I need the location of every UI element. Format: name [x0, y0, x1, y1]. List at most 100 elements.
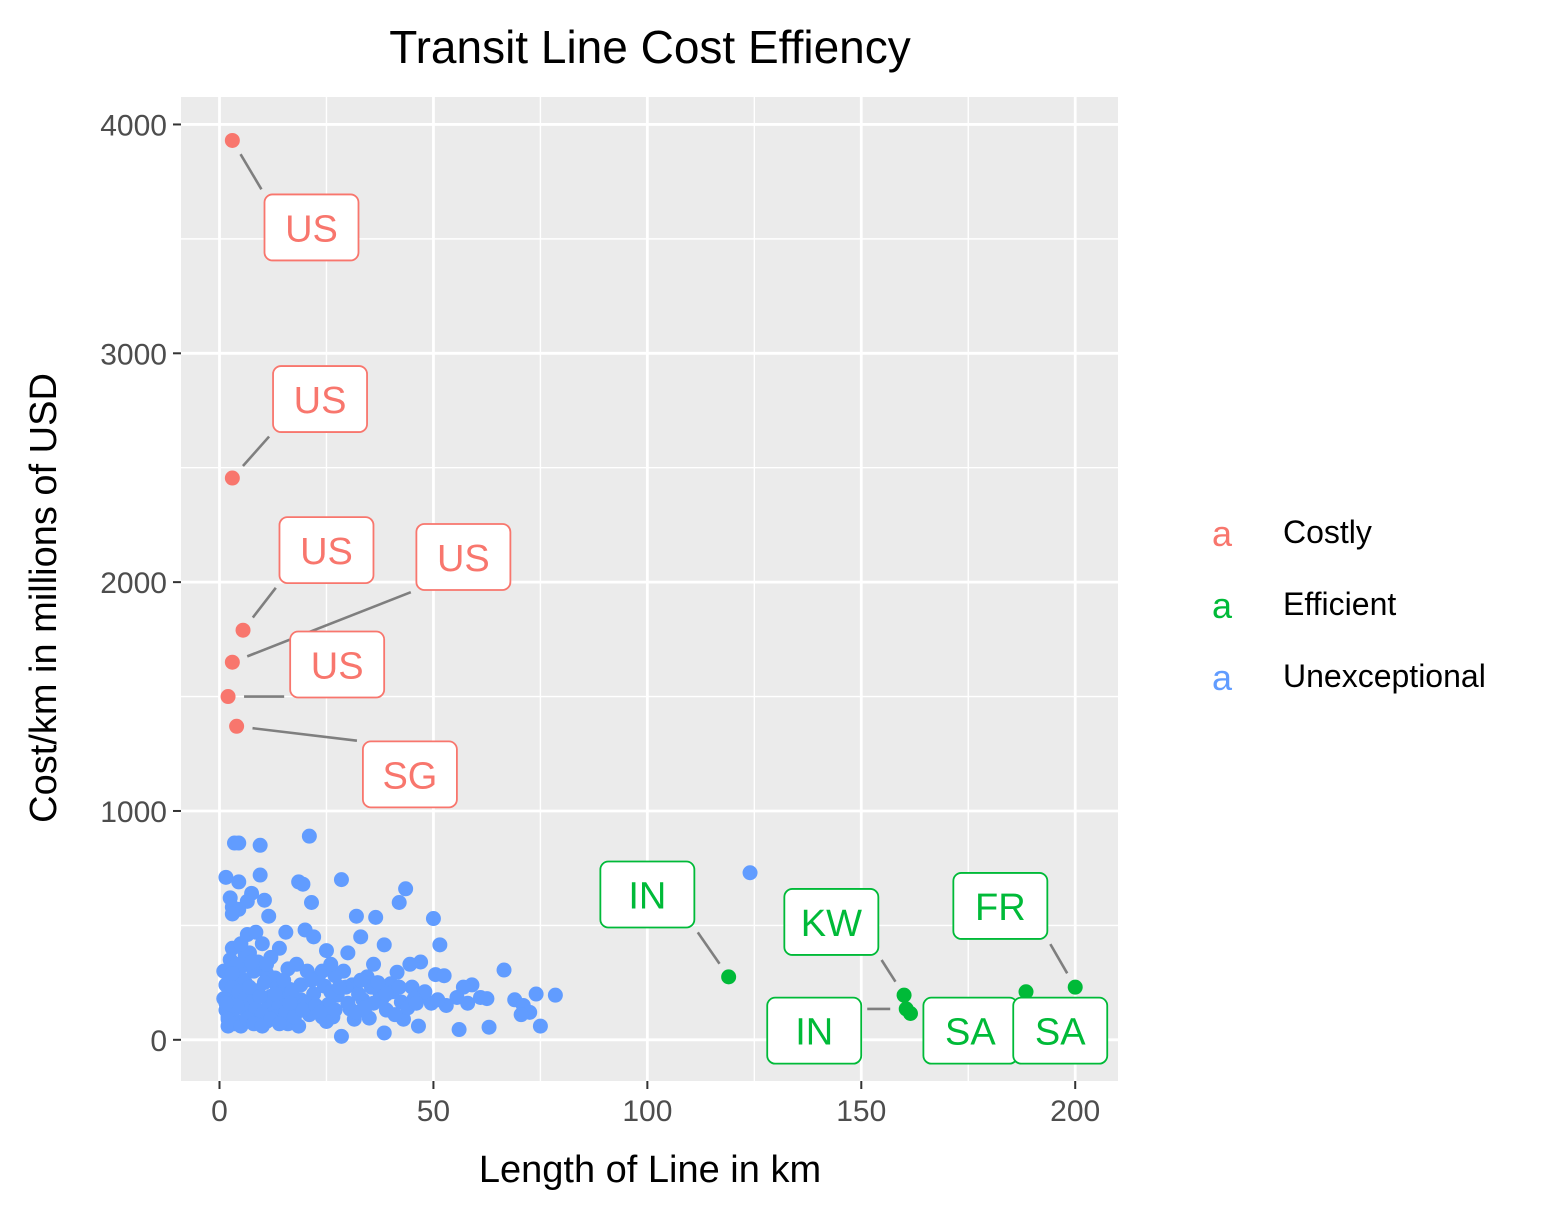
data-point-unexceptional [327, 968, 343, 984]
data-point-unexceptional [547, 987, 563, 1003]
data-point-unexceptional [340, 945, 356, 961]
data-point-unexceptional [389, 964, 405, 980]
data-point-unexceptional [218, 869, 234, 885]
y-tick-label: 2000 [100, 567, 167, 600]
data-point-efficient [1018, 984, 1034, 1000]
y-tick-label: 4000 [100, 109, 167, 142]
x-tick-label: 50 [417, 1095, 450, 1128]
data-point-unexceptional [370, 975, 386, 991]
data-point-unexceptional [303, 895, 319, 911]
data-point-unexceptional [256, 975, 272, 991]
data-point-costly [224, 132, 240, 148]
x-tick-label: 0 [211, 1095, 228, 1128]
data-point-unexceptional [248, 924, 264, 940]
chart-title: Transit Line Cost Effiency [389, 21, 911, 73]
data-point-unexceptional [318, 943, 334, 959]
data-point-unexceptional [261, 908, 277, 924]
point-label-text: US [294, 380, 347, 422]
data-point-unexceptional [351, 986, 367, 1002]
data-point-unexceptional [333, 1028, 349, 1044]
data-point-unexceptional [481, 1019, 497, 1035]
data-point-unexceptional [303, 972, 319, 988]
data-point-costly [235, 622, 251, 638]
data-point-unexceptional [340, 995, 356, 1011]
data-point-unexceptional [376, 937, 392, 953]
data-point-unexceptional [479, 991, 495, 1007]
label-leader-line [1049, 943, 1069, 974]
data-point-unexceptional [404, 979, 420, 995]
point-label-text: US [437, 538, 490, 580]
point-label-box [766, 996, 863, 1065]
data-point-unexceptional [410, 1018, 426, 1034]
data-point-unexceptional [271, 1016, 287, 1032]
data-point-unexceptional [306, 929, 322, 945]
legend-label-unexceptional: Unexceptional [1283, 658, 1486, 694]
data-point-unexceptional [295, 1002, 311, 1018]
data-point-unexceptional [256, 892, 272, 908]
data-point-unexceptional [402, 956, 418, 972]
point-label-box [362, 740, 458, 809]
data-point-unexceptional [252, 837, 268, 853]
label-leader-line [880, 959, 897, 983]
data-point-unexceptional [259, 956, 275, 972]
data-point-unexceptional [252, 867, 268, 883]
legend: a Costly a Efficient a Unexceptional [1212, 513, 1486, 698]
point-label-box [599, 860, 696, 929]
point-label-text: SA [945, 1012, 996, 1054]
point-labels: US US US US US SG IN KW IN SA SA FR [239, 153, 1109, 1065]
legend-key-costly: a [1212, 513, 1233, 554]
point-label-text: US [285, 208, 338, 250]
data-point-unexceptional [333, 872, 349, 888]
label-leader-line [239, 153, 263, 190]
legend-label-costly: Costly [1283, 514, 1372, 550]
data-point-costly [220, 689, 236, 705]
data-point-unexceptional [451, 1022, 467, 1038]
data-point-unexceptional [218, 995, 234, 1011]
point-label-text: IN [795, 1012, 833, 1054]
data-point-unexceptional [528, 986, 544, 1002]
x-tick-label: 200 [1050, 1095, 1100, 1128]
point-label-text: FR [975, 887, 1026, 929]
data-point-unexceptional [254, 936, 270, 952]
data-point-unexceptional [376, 1025, 392, 1041]
data-point-costly [229, 718, 245, 734]
label-leader-line [246, 590, 412, 658]
legend-key-efficient: a [1212, 585, 1233, 626]
data-point-unexceptional [513, 1007, 529, 1023]
label-leader-line [696, 931, 721, 965]
data-point-unexceptional [252, 988, 268, 1004]
data-point-unexceptional [532, 1018, 548, 1034]
data-point-unexceptional [387, 1007, 403, 1023]
point-label-box [415, 523, 512, 591]
data-point-unexceptional [496, 962, 512, 978]
data-point-unexceptional [323, 956, 339, 972]
data-point-unexceptional [295, 876, 311, 892]
data-point-unexceptional [417, 984, 433, 1000]
legend-key-unexceptional: a [1212, 657, 1233, 698]
data-point-unexceptional [231, 874, 247, 890]
point-label-box [289, 630, 386, 699]
data-point-efficient [896, 987, 912, 1003]
data-point-unexceptional [276, 972, 292, 988]
data-point-efficient [902, 1005, 918, 1021]
data-point-unexceptional [348, 908, 364, 924]
data-point-unexceptional [244, 954, 260, 970]
data-point-unexceptional [460, 995, 476, 1011]
data-point-unexceptional [391, 895, 407, 911]
point-label-box [263, 193, 360, 262]
point-label-text: KW [801, 903, 862, 945]
point-label-box [1012, 996, 1109, 1065]
data-point-unexceptional [267, 986, 283, 1002]
point-label-text: SA [1035, 1012, 1086, 1054]
data-point-unexceptional [366, 956, 382, 972]
y-tick-label: 0 [150, 1025, 167, 1058]
data-point-efficient [1067, 979, 1083, 995]
y-tick-label: 3000 [100, 338, 167, 371]
y-axis-title: Cost/km in millions of USD [23, 373, 65, 823]
data-point-unexceptional [282, 995, 298, 1011]
data-point-unexceptional [301, 828, 317, 844]
data-point-unexceptional [430, 992, 446, 1008]
data-point-unexceptional [280, 961, 296, 977]
x-tick-label: 100 [622, 1095, 672, 1128]
